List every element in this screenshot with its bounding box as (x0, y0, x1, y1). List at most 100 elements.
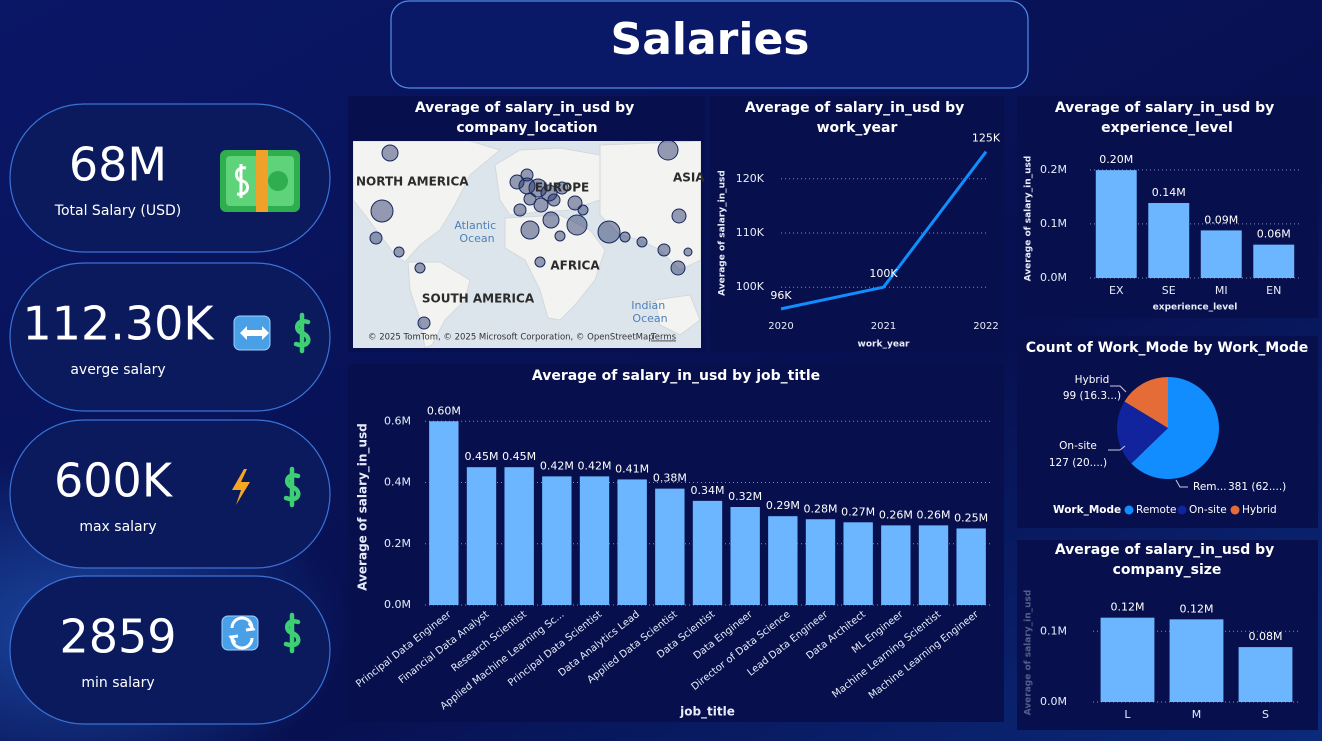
bar (504, 467, 534, 605)
y-tick-label: 0.0M (1040, 695, 1067, 708)
bar (542, 476, 572, 605)
map-bubble (547, 193, 561, 207)
map-bubble (566, 214, 588, 236)
map-bubble (513, 203, 527, 217)
map-label: EUROPE (535, 181, 589, 195)
x-axis-title: job_title (679, 705, 735, 720)
y-tick-label: 110K (736, 226, 765, 239)
map-bubble (671, 208, 687, 224)
land (654, 294, 701, 336)
map-bubble (520, 168, 534, 182)
map-terms: Terms (650, 333, 677, 343)
bar (1095, 170, 1137, 278)
x-tick-label: 2021 (871, 321, 896, 332)
map-bubble (520, 220, 540, 240)
map-bubble (542, 211, 560, 229)
icon-part (256, 150, 268, 212)
icon-box (221, 615, 259, 651)
map-label: NORTH AMERICA (356, 175, 469, 189)
land (407, 261, 471, 348)
legend-label: On-site (1189, 504, 1227, 516)
repeat-icon (228, 616, 256, 650)
kpi-value: 68M (69, 138, 167, 192)
chart-title: Count of Work_Mode by Work_Mode (1026, 340, 1309, 356)
bar (1100, 617, 1155, 702)
data-label: 0.14M (1152, 186, 1186, 199)
map-bubble (417, 316, 431, 330)
map-bubble (554, 230, 566, 242)
x-tick-label: MI (1215, 284, 1228, 297)
map-bubble (670, 260, 686, 276)
bolt-icon (232, 469, 250, 505)
legend-swatch (1124, 505, 1134, 515)
data-label: 127 (20....) (1049, 457, 1107, 469)
data-label: 0.25M (954, 511, 988, 524)
bar (956, 528, 986, 605)
chart-title: Average of salary_in_usd by work_year (745, 100, 969, 136)
bar (1253, 244, 1295, 278)
leader-line (1108, 445, 1126, 451)
bar (730, 507, 760, 605)
map (353, 141, 701, 348)
data-label: 0.34M (691, 484, 725, 497)
y-tick-label: 0.2M (384, 537, 411, 550)
map-bubble (636, 236, 648, 248)
map-label: SOUTH AMERICA (422, 292, 535, 306)
pie-slice (1124, 377, 1168, 428)
bar (918, 525, 949, 605)
icon-part (268, 171, 288, 191)
bar (1238, 647, 1293, 702)
legend-title: Work_Mode (1053, 504, 1121, 516)
bar (1200, 230, 1242, 278)
map-bubble (369, 231, 383, 245)
y-axis-title: Average of salary_in_usd (356, 423, 371, 591)
data-label: 0.28M (804, 502, 838, 515)
kpi-card (9, 262, 331, 412)
land (504, 214, 606, 321)
data-label: 0.26M (879, 508, 913, 521)
data-label: 381 (62....) (1228, 481, 1286, 493)
data-label: 0.42M (578, 459, 612, 472)
bar (655, 488, 685, 605)
panel (710, 96, 1004, 352)
kpi-label: averge salary (70, 362, 165, 378)
data-label: 0.26M (917, 508, 951, 521)
data-label: 0.29M (766, 499, 800, 512)
y-axis-title: Average of salary_in_usd (1024, 590, 1034, 716)
data-label: 0.45M (465, 450, 499, 463)
y-tick-label: 0.1M (1040, 217, 1067, 230)
bar (768, 516, 798, 605)
map-bubble (657, 141, 679, 161)
x-axis-title: work_year (858, 340, 910, 350)
leader-line (1110, 385, 1127, 393)
map-bubble (597, 220, 621, 244)
y-axis-title: Average of salary_in_usd (718, 170, 728, 296)
map-bubble (683, 247, 693, 257)
chart-title: Average of salary_in_usd by job_title (532, 368, 820, 384)
page-title: Salaries (611, 14, 810, 65)
land (353, 141, 502, 263)
chart-title: Average of salary_in_usd by company_size (1055, 542, 1279, 578)
data-label: 0.42M (540, 459, 574, 472)
header-box (390, 0, 1029, 89)
x-tick-label: 2022 (973, 321, 998, 332)
kpi-value: 600K (54, 454, 174, 508)
leader-line (1175, 479, 1188, 488)
x-axis-title: experience_level (1153, 303, 1238, 313)
data-label: 0.41M (615, 462, 649, 475)
y-axis-title: Average of salary_in_usd (1024, 156, 1034, 282)
x-tick-label: SE (1162, 284, 1176, 297)
kpi-card (9, 103, 331, 253)
map-bubble (528, 178, 548, 198)
map-bubble (534, 256, 546, 268)
legend-label: Hybrid (1242, 504, 1277, 516)
bar (805, 519, 836, 605)
x-tick-label: M (1192, 708, 1202, 721)
map-label: Indian Ocean (631, 299, 668, 325)
chart-title: Average of salary_in_usd by company_loca… (415, 100, 639, 136)
data-label: 0.38M (653, 472, 687, 485)
data-label: 100K (869, 267, 898, 280)
map-canvas (353, 141, 701, 348)
map-bubble (393, 246, 405, 258)
map-bubble (381, 144, 399, 162)
